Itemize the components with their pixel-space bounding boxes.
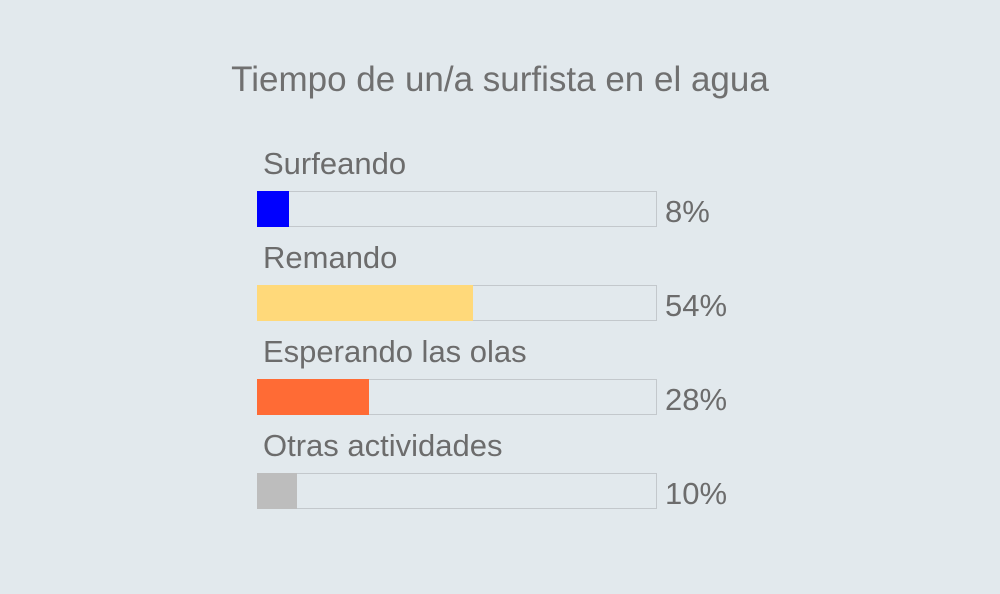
bar-row: Surfeando 8% (257, 146, 757, 240)
bar-value-label: 8% (665, 194, 710, 229)
bar-value-label: 10% (665, 476, 728, 511)
bar-row: Esperando las olas 28% (257, 334, 757, 428)
bar-value-label: 28% (665, 382, 728, 417)
bar-label: Surfeando (263, 146, 407, 181)
bar-row: Remando 54% (257, 240, 757, 334)
bar-track (257, 285, 657, 321)
bar-label: Remando (263, 240, 398, 275)
bar-fill (257, 379, 369, 415)
bar-track (257, 191, 657, 227)
bar-track (257, 473, 657, 509)
bar-row: Otras actividades 10% (257, 428, 757, 522)
bar-fill (257, 285, 473, 321)
bar-fill (257, 473, 297, 509)
bar-label: Esperando las olas (263, 334, 527, 369)
bar-track (257, 379, 657, 415)
bar-value-label: 54% (665, 288, 728, 323)
bar-list: Surfeando 8% Remando 54% Esperando las o… (257, 146, 757, 522)
bar-fill (257, 191, 289, 227)
chart-title: Tiempo de un/a surfista en el agua (231, 60, 769, 99)
bar-label: Otras actividades (263, 428, 503, 463)
